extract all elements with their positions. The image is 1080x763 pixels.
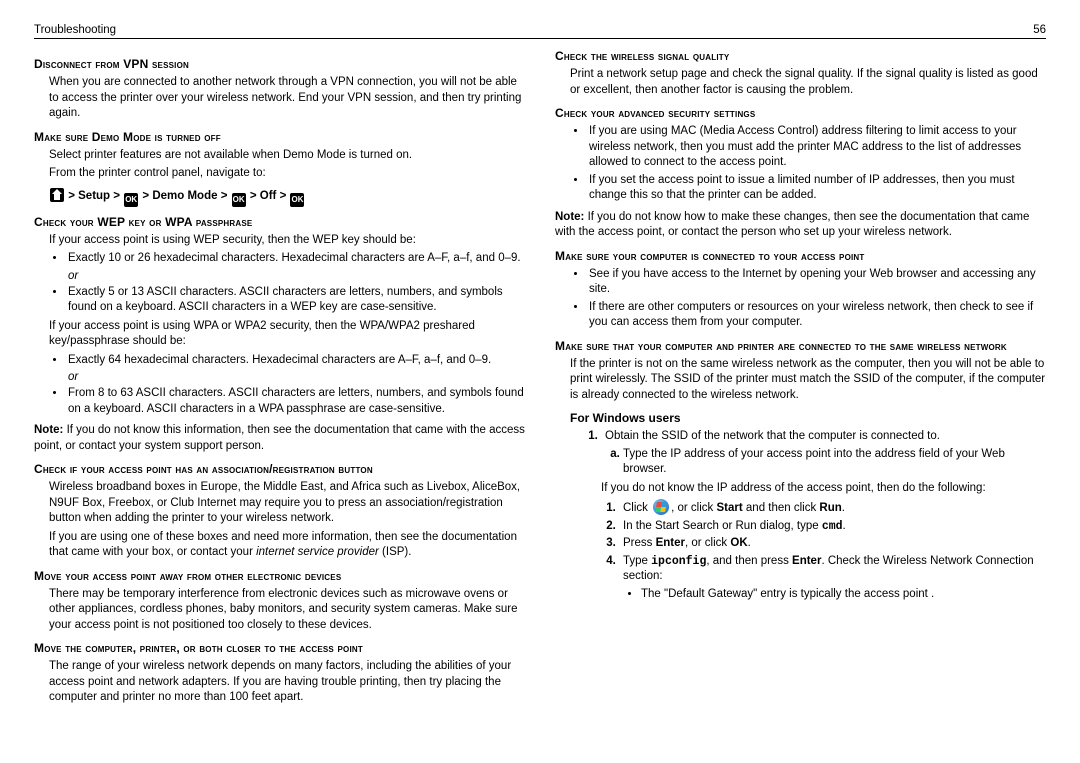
paragraph: When you are connected to another networ… — [49, 75, 525, 122]
paragraph: From the printer control panel, navigate… — [49, 166, 525, 182]
numbered-list-inner: Click , or click Start and then click Ru… — [619, 499, 1046, 602]
paragraph: Select printer features are not availabl… — [49, 148, 525, 164]
sub-heading: For Windows users — [570, 411, 1046, 425]
bullet-list: If you are using MAC (Media Access Contr… — [587, 124, 1046, 204]
section-wep-wpa: Check your WEP key or WPA passphrase If … — [34, 215, 525, 455]
list-item: Exactly 5 or 13 ASCII characters. ASCII … — [66, 285, 525, 316]
paragraph: Print a network setup page and check the… — [570, 67, 1046, 98]
note: Note: If you do not know this informatio… — [34, 423, 525, 454]
list-item: The "Default Gateway" entry is typically… — [641, 587, 1046, 603]
ok-icon: OK — [290, 193, 304, 207]
bullet-list: Exactly 5 or 13 ASCII characters. ASCII … — [66, 285, 525, 316]
or-text: or — [68, 371, 525, 383]
nav-sequence: > Setup > OK > Demo Mode > OK > Off > OK — [49, 188, 525, 207]
list-item: If you set the access point to issue a l… — [587, 173, 1046, 204]
section-same-network: Make sure that your computer and printer… — [555, 339, 1046, 404]
paragraph: There may be temporary interference from… — [49, 587, 525, 634]
bullet-list: See if you have access to the Internet b… — [587, 267, 1046, 331]
content-columns: Disconnect from VPN session When you are… — [34, 49, 1046, 744]
paragraph: If your access point is using WPA or WPA… — [49, 319, 525, 350]
section-vpn: Disconnect from VPN session When you are… — [34, 57, 525, 122]
heading: Check the wireless signal quality — [555, 49, 1046, 63]
paragraph: If the printer is not on the same wirele… — [570, 357, 1046, 404]
paragraph: If you are using one of these boxes and … — [49, 530, 525, 561]
list-item: See if you have access to the Internet b… — [587, 267, 1046, 298]
list-item: Exactly 64 hexadecimal characters. Hexad… — [66, 353, 525, 369]
numbered-list: Obtain the SSID of the network that the … — [601, 429, 1046, 478]
heading: Move the computer, printer, or both clos… — [34, 641, 525, 655]
heading: Make sure that your computer and printer… — [555, 339, 1046, 353]
heading: Make sure your computer is connected to … — [555, 249, 1046, 263]
heading: Make sure Demo Mode is turned off — [34, 130, 525, 144]
list-item: Obtain the SSID of the network that the … — [601, 429, 1046, 478]
heading: Check your WEP key or WPA passphrase — [34, 215, 525, 229]
list-item: Type ipconfig, and then press Enter. Che… — [619, 554, 1046, 603]
alpha-list: Type the IP address of your access point… — [623, 447, 1046, 478]
list-item: Click , or click Start and then click Ru… — [619, 499, 1046, 517]
paragraph: If your access point is using WEP securi… — [49, 233, 525, 249]
section-move-closer: Move the computer, printer, or both clos… — [34, 641, 525, 706]
section-signal-quality: Check the wireless signal quality Print … — [555, 49, 1046, 98]
windows-logo-icon — [653, 499, 669, 515]
note: Note: If you do not know how to make the… — [555, 210, 1046, 241]
list-item: In the Start Search or Run dialog, type … — [619, 519, 1046, 535]
section-demo-mode: Make sure Demo Mode is turned off Select… — [34, 130, 525, 207]
section-windows-users: For Windows users Obtain the SSID of the… — [555, 411, 1046, 602]
ok-icon: OK — [232, 193, 246, 207]
section-move-ap-away: Move your access point away from other e… — [34, 569, 525, 634]
list-item: Type the IP address of your access point… — [623, 447, 1046, 478]
heading: Check your advanced security settings — [555, 106, 1046, 120]
list-item: Exactly 10 or 26 hexadecimal characters.… — [66, 251, 525, 267]
page-header: Troubleshooting 56 — [34, 24, 1046, 39]
header-left: Troubleshooting — [34, 24, 116, 36]
paragraph: The range of your wireless network depen… — [49, 659, 525, 706]
paragraph: Wireless broadband boxes in Europe, the … — [49, 480, 525, 527]
heading: Check if your access point has an associ… — [34, 462, 525, 476]
list-item: If there are other computers or resource… — [587, 300, 1046, 331]
section-association-button: Check if your access point has an associ… — [34, 462, 525, 561]
paragraph: If you do not know the IP address of the… — [601, 481, 1046, 497]
section-computer-connected: Make sure your computer is connected to … — [555, 249, 1046, 331]
heading: Disconnect from VPN session — [34, 57, 525, 71]
bullet-list: Exactly 64 hexadecimal characters. Hexad… — [66, 353, 525, 369]
header-page-number: 56 — [1033, 24, 1046, 36]
list-item: Press Enter, or click OK. — [619, 536, 1046, 552]
list-item: If you are using MAC (Media Access Contr… — [587, 124, 1046, 171]
section-advanced-security: Check your advanced security settings If… — [555, 106, 1046, 241]
bullet-list: Exactly 10 or 26 hexadecimal characters.… — [66, 251, 525, 267]
bullet-list: From 8 to 63 ASCII characters. ASCII cha… — [66, 386, 525, 417]
list-item: From 8 to 63 ASCII characters. ASCII cha… — [66, 386, 525, 417]
heading: Move your access point away from other e… — [34, 569, 525, 583]
home-icon — [50, 188, 64, 202]
ok-icon: OK — [124, 193, 138, 207]
bullet-list: The "Default Gateway" entry is typically… — [641, 587, 1046, 603]
or-text: or — [68, 270, 525, 282]
